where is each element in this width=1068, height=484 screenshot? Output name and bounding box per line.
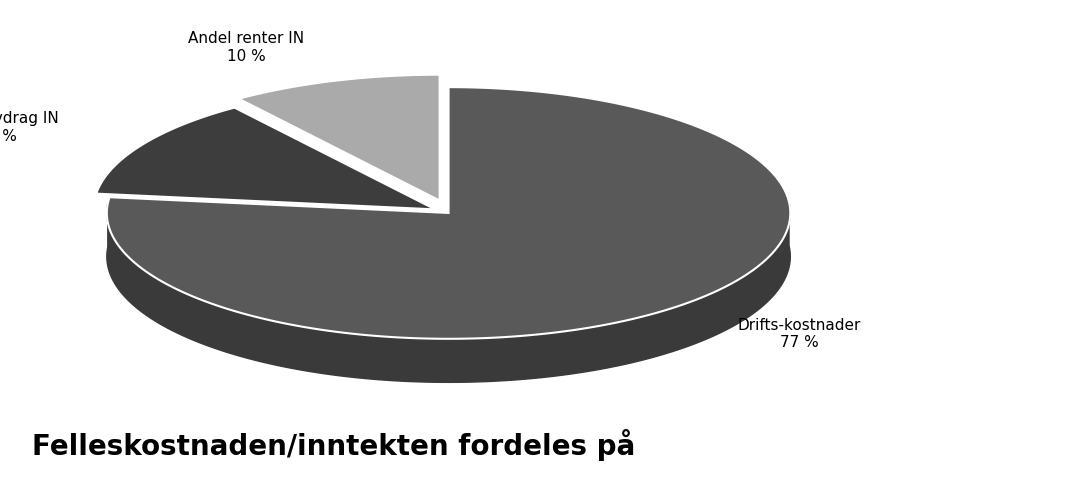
Polygon shape xyxy=(239,75,440,200)
Text: Andel avdrag IN
13 %: Andel avdrag IN 13 % xyxy=(0,111,59,144)
Text: Andel renter IN
10 %: Andel renter IN 10 % xyxy=(188,31,304,63)
Polygon shape xyxy=(96,107,436,210)
Polygon shape xyxy=(107,202,790,382)
Text: Felleskostnaden/inntekten fordeles på: Felleskostnaden/inntekten fordeles på xyxy=(32,429,635,461)
Polygon shape xyxy=(107,87,790,339)
Text: Drifts-kostnader
77 %: Drifts-kostnader 77 % xyxy=(738,318,861,350)
